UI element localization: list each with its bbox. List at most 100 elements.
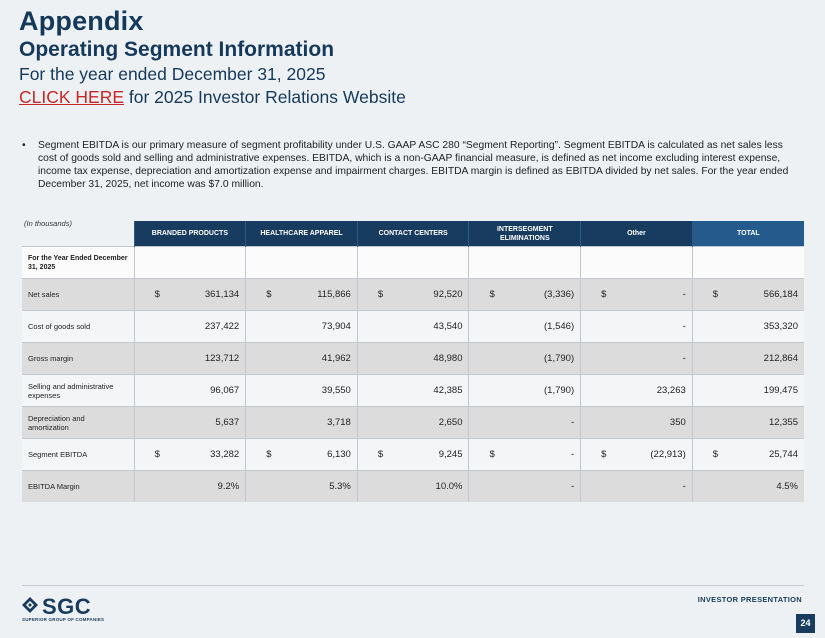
value-cell: $6,130 [245, 438, 358, 471]
table-header-row: BRANDED PRODUCTS HEALTHCARE APPAREL CONT… [22, 221, 804, 247]
logo-diamond-icon [22, 597, 38, 613]
period-cell [580, 246, 693, 279]
period-cell [468, 246, 582, 279]
value-cell: 42,385 [357, 374, 470, 407]
value-cell: 123,712 [134, 342, 247, 375]
value-cell: 237,422 [134, 310, 247, 343]
cell-value: 73,904 [321, 321, 351, 332]
cell-value: 25,744 [768, 449, 798, 460]
link-suffix: for 2025 Investor Relations Website [124, 87, 406, 107]
value-cell: 23,263 [580, 374, 693, 407]
value-cell: $33,282 [134, 438, 247, 471]
table-row: Selling and administrative expenses 96,06… [22, 374, 804, 407]
row-label: Cost of goods sold [22, 310, 135, 343]
value-cell: $92,520 [357, 278, 470, 311]
value-cell: 10.0% [357, 470, 470, 502]
page-subtitle: Operating Segment Information [19, 38, 335, 61]
header-blank [22, 221, 134, 247]
cell-value: 33,282 [210, 449, 240, 460]
period-row: For the Year Ended December 31, 2025 [22, 246, 804, 279]
cell-value: 350 [669, 417, 686, 428]
cell-value: 361,134 [204, 289, 240, 300]
value-cell: 2,650 [357, 406, 470, 439]
value-cell: 353,320 [692, 310, 804, 343]
logo-subtext: SUPERIOR GROUP OF COMPANIES [22, 617, 105, 622]
cell-value: 4.5% [776, 481, 798, 492]
ebitda-note: • Segment EBITDA is our primary measure … [22, 139, 802, 191]
table-row: Gross margin 123,712 41,962 48,980 (1,790) - 2… [22, 342, 804, 375]
cell-value: 41,962 [321, 353, 351, 364]
cell-value: 48,980 [433, 353, 463, 364]
click-here-link[interactable]: CLICK HERE [19, 87, 125, 107]
table-row: Segment EBITDA $33,282 $6,130 $9,245 $ - $ (22,… [22, 438, 804, 471]
ebitda-note-text: Segment EBITDA is our primary measure of… [38, 140, 789, 190]
cell-value: 42,385 [433, 385, 463, 396]
currency-symbol: $ [266, 289, 272, 300]
cell-value: (1,546) [544, 321, 575, 332]
column-header-total: TOTAL [691, 221, 804, 247]
value-cell: $361,134 [134, 278, 247, 311]
cell-value: 237,422 [204, 321, 240, 332]
cell-value: 115,866 [317, 289, 351, 300]
currency-symbol: $ [154, 289, 160, 300]
period-cell [692, 246, 804, 279]
value-cell: - [580, 342, 693, 375]
value-cell: 3,718 [245, 406, 358, 439]
cell-value: 566,184 [763, 289, 798, 300]
value-cell: 73,904 [245, 310, 358, 343]
value-cell: $ (22,913) [580, 438, 693, 471]
period-heading: For the year ended December 31, 2025 [19, 64, 326, 84]
table-row: Depreciation and amortization 5,637 3,718 2… [22, 406, 804, 439]
period-label: For the Year Ended December 31, 2025 [22, 246, 135, 279]
header: Appendix Operating Segment Information F… [19, 6, 406, 109]
value-cell: 350 [580, 406, 693, 439]
currency-symbol: $ [489, 449, 495, 460]
value-cell: 199,475 [692, 374, 804, 407]
value-cell: - [468, 406, 582, 439]
page-number: 24 [796, 614, 815, 633]
value-cell: (1,790) [468, 374, 582, 407]
column-header: INTERSEGMENT ELIMINATIONS [468, 221, 581, 247]
value-cell: 5.3% [245, 470, 358, 502]
cell-value: - [682, 353, 686, 364]
period-cell [357, 246, 470, 279]
cell-value: - [570, 481, 575, 492]
value-cell: 9.2% [134, 470, 247, 502]
investor-link-line: CLICK HERE for 2025 Investor Relations W… [19, 85, 406, 109]
currency-symbol: $ [154, 449, 160, 460]
row-label: Depreciation and amortization [22, 406, 135, 439]
cell-value: 5,637 [215, 417, 240, 428]
cell-value: 353,320 [763, 321, 798, 332]
cell-value: - [682, 289, 686, 300]
value-cell: (1,546) [468, 310, 582, 343]
value-cell: $9,245 [357, 438, 470, 471]
value-cell: 12,355 [692, 406, 804, 439]
value-cell: $25,744 [692, 438, 804, 471]
cell-value: 9.2% [217, 481, 240, 492]
table-row: Cost of goods sold 237,422 73,904 43,540 (1,… [22, 310, 804, 343]
cell-value: (1,790) [544, 353, 575, 364]
cell-value: 10.0% [435, 481, 463, 492]
value-cell: - [580, 470, 693, 502]
value-cell: 43,540 [357, 310, 470, 343]
value-cell: - [580, 310, 693, 343]
row-label: Segment EBITDA [22, 438, 135, 471]
cell-value: 212,864 [763, 353, 798, 364]
cell-value: 96,067 [210, 385, 240, 396]
currency-symbol: $ [377, 289, 384, 300]
cell-value: 9,245 [438, 449, 463, 460]
segment-table: BRANDED PRODUCTS HEALTHCARE APPAREL CONT… [22, 221, 804, 502]
cell-value: 199,475 [763, 385, 798, 396]
cell-value: 3,718 [327, 417, 351, 428]
value-cell: $ - [468, 438, 582, 471]
value-cell: 212,864 [692, 342, 804, 375]
cell-value: 92,520 [433, 289, 463, 300]
footer-label: INVESTOR PRESENTATION [697, 595, 802, 604]
value-cell: 4.5% [692, 470, 804, 502]
value-cell: (1,790) [468, 342, 582, 375]
value-cell: 39,550 [245, 374, 358, 407]
currency-symbol: $ [266, 449, 272, 460]
value-cell: $115,866 [245, 278, 358, 311]
value-cell: 96,067 [134, 374, 247, 407]
value-cell: $ (3,336) [468, 278, 582, 311]
